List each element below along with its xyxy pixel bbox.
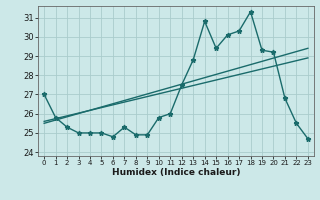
X-axis label: Humidex (Indice chaleur): Humidex (Indice chaleur)	[112, 168, 240, 177]
